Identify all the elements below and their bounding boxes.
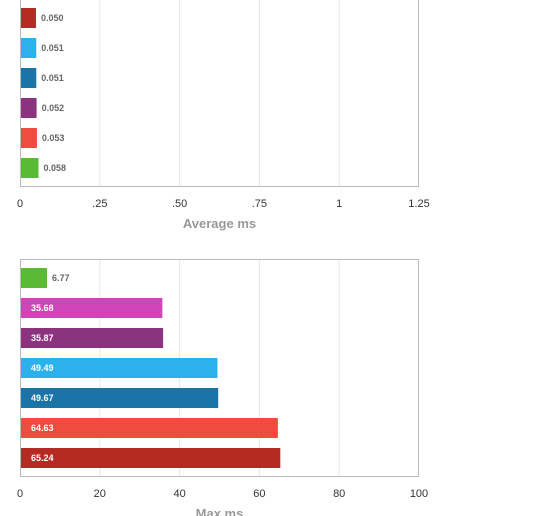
x-tick-label: .25 — [92, 198, 107, 210]
bar-value-label: 0.053 — [42, 133, 65, 143]
bar-value-label: 49.49 — [31, 363, 54, 373]
bar-value-label: 6.77 — [52, 273, 70, 283]
bar-value-label: 65.24 — [31, 453, 54, 463]
plot-border — [20, 0, 419, 187]
bar — [21, 158, 39, 178]
x-axis-label: Max ms — [196, 506, 244, 516]
max-ms-chart: 6.77 35.68 35.87 49.49 49.67 64.63 65.24 0 20 40 6… — [17, 259, 428, 516]
plot-border — [20, 259, 419, 477]
bar-value-label: 49.67 — [31, 393, 54, 403]
average-ms-chart: 0.050 0.051 0.051 0.052 0.053 0.058 0 .25 .50 .75… — [17, 0, 430, 231]
x-tick-label: 1 — [336, 198, 342, 210]
x-tick-label: 60 — [253, 488, 265, 500]
bar — [21, 268, 48, 288]
x-tick-label: .50 — [172, 198, 187, 210]
bar-value-label: 0.058 — [44, 163, 67, 173]
bar-value-label: 0.051 — [41, 73, 64, 83]
x-tick-label: 80 — [333, 488, 345, 500]
bar — [21, 98, 37, 118]
bar — [21, 388, 219, 408]
bar — [21, 448, 281, 468]
x-tick-label: 0 — [17, 198, 23, 210]
x-tick-label: 100 — [410, 488, 428, 500]
bar — [21, 298, 163, 318]
x-tick-label: 20 — [94, 488, 106, 500]
x-tick-label: .75 — [252, 198, 267, 210]
bar — [21, 418, 278, 438]
bar-value-label: 35.68 — [31, 303, 54, 313]
bar — [21, 128, 37, 148]
bar-value-label: 0.051 — [41, 43, 64, 53]
x-tick-label: 40 — [173, 488, 185, 500]
bar — [21, 328, 164, 348]
x-axis-label: Average ms — [183, 216, 256, 231]
bar-value-label: 0.050 — [41, 13, 64, 23]
bar — [21, 358, 218, 378]
bar-value-label: 64.63 — [31, 423, 54, 433]
bar-value-label: 35.87 — [31, 333, 54, 343]
plot-area — [20, 0, 419, 187]
bar — [21, 38, 37, 58]
bar — [21, 8, 36, 28]
x-tick-label: 1.25 — [408, 198, 429, 210]
x-tick-label: 0 — [17, 488, 23, 500]
bar-value-label: 0.052 — [42, 103, 65, 113]
bar — [21, 68, 37, 88]
